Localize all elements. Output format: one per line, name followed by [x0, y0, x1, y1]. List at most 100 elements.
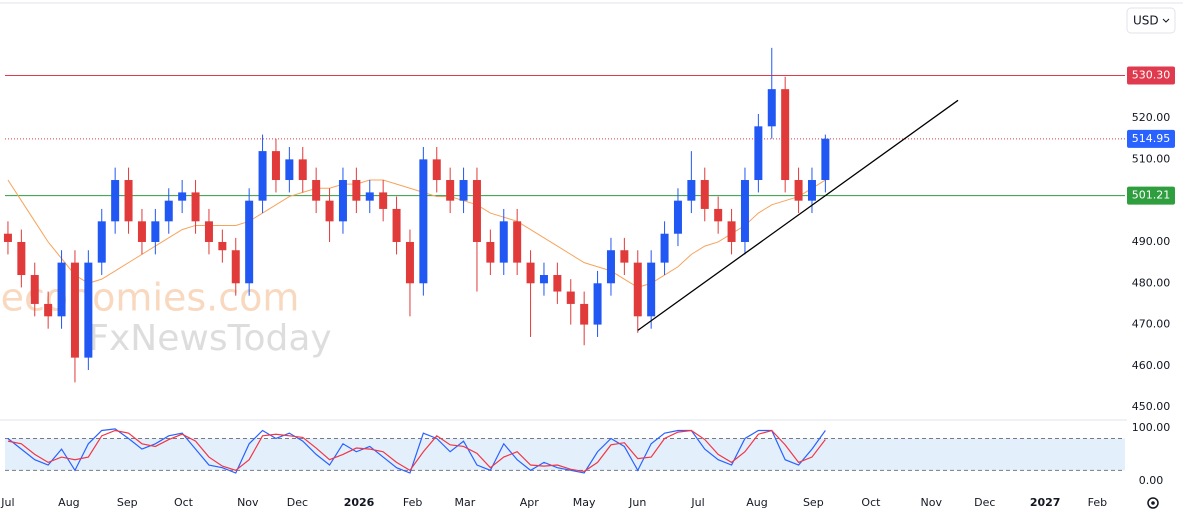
oscillator-tick-label: 0.00 [1139, 474, 1164, 487]
x-tick-label: Sep [117, 496, 138, 509]
x-tick-label: Sep [803, 496, 824, 509]
candle-body [379, 192, 388, 209]
candle-body [673, 200, 682, 234]
y-tick-label: 520.00 [1132, 111, 1171, 124]
y-tick-label: 470.00 [1132, 318, 1171, 331]
x-tick-label: May [573, 496, 596, 509]
candle-body [700, 180, 709, 209]
trendline [637, 99, 959, 331]
candle-body [231, 250, 240, 284]
price-level-tag [1127, 66, 1175, 85]
candle-body [392, 208, 401, 242]
candle-body [419, 159, 428, 284]
candle-body [3, 233, 12, 242]
y-tick-label: 460.00 [1132, 359, 1171, 372]
candle-body [312, 180, 321, 201]
candle-body [218, 241, 227, 251]
candle-body [17, 241, 26, 276]
candle-body [258, 151, 267, 201]
candle-body [70, 262, 79, 358]
candle-body [821, 138, 830, 181]
y-tick-label: 490.00 [1132, 235, 1171, 248]
candle-body [754, 126, 763, 181]
x-tick-label: Jun [628, 496, 646, 509]
candle-body [298, 159, 307, 181]
x-tick-label: Oct [174, 496, 194, 509]
candle-body [137, 221, 146, 242]
candle-body [111, 180, 120, 222]
candle-body [204, 221, 213, 242]
candle-body [767, 89, 776, 127]
candle-body [606, 250, 615, 284]
y-tick-label: 510.00 [1132, 152, 1171, 165]
price-level-label: 514.95 [1132, 132, 1171, 145]
watermark: FxNewsToday [88, 318, 331, 359]
x-tick-label: Feb [403, 496, 422, 509]
moving-average [7, 179, 826, 288]
x-tick-label: Apr [520, 496, 540, 509]
candle-body [727, 221, 736, 242]
candle-body [553, 275, 562, 292]
currency-button[interactable] [1126, 7, 1176, 34]
candle-body [57, 262, 66, 317]
candle-body [566, 291, 575, 304]
candle-body [352, 180, 361, 201]
x-tick-label: Nov [237, 496, 259, 509]
candle-body [97, 221, 106, 263]
x-tick-label: Nov [920, 496, 942, 509]
y-tick-label: 480.00 [1132, 276, 1171, 289]
y-tick-label: 450.00 [1132, 400, 1171, 413]
candle-body [84, 262, 93, 358]
candle-body [271, 151, 280, 181]
candle-body [620, 250, 629, 263]
candle-body [285, 159, 294, 181]
candle-body [325, 200, 334, 222]
price-level-label: 501.21 [1132, 189, 1171, 202]
oscillator-line [7, 429, 826, 473]
candle-body [191, 192, 200, 222]
x-tick-label: Oct [861, 496, 881, 509]
x-tick-label: Mar [455, 496, 476, 509]
candle-body [459, 180, 468, 201]
candle-body [781, 89, 790, 181]
candle-body [633, 262, 642, 317]
x-tick-label: Jul [0, 496, 14, 509]
candle-body [245, 200, 254, 284]
candle-body [807, 180, 816, 201]
candle-body [539, 275, 548, 284]
currency-label[interactable]: USD [1133, 14, 1159, 28]
oscillator-tick-label: 100.00 [1132, 421, 1171, 434]
candle-body [446, 180, 455, 201]
x-tick-label: Aug [746, 496, 767, 509]
candle-body [580, 303, 589, 325]
candle-body [338, 180, 347, 222]
candle-body [687, 180, 696, 201]
candle-body [513, 221, 522, 263]
candle-body [405, 241, 414, 284]
x-tick-label: Aug [58, 496, 79, 509]
settings-icon[interactable] [1151, 501, 1155, 505]
candle-body [30, 275, 39, 304]
candle-body [486, 241, 495, 263]
x-tick-label: 2027 [1030, 496, 1061, 509]
price-level-tag [1127, 186, 1175, 205]
x-tick-label: 2026 [344, 496, 375, 509]
dropdown-icon[interactable] [1162, 18, 1170, 23]
candle-body [432, 159, 441, 181]
candle-body [472, 180, 481, 242]
candle-body [593, 283, 602, 325]
x-tick-label: Dec [287, 496, 308, 509]
settings-icon[interactable] [1147, 497, 1159, 509]
candle-body [526, 262, 535, 284]
candle-body [365, 192, 374, 201]
candle-body [660, 233, 669, 263]
x-tick-label: Feb [1088, 496, 1107, 509]
price-level-tag [1127, 129, 1175, 148]
candle-body [647, 262, 656, 317]
x-tick-label: Dec [974, 496, 995, 509]
candle-body [164, 200, 173, 222]
candle-body [44, 303, 53, 317]
candle-body [740, 180, 749, 242]
